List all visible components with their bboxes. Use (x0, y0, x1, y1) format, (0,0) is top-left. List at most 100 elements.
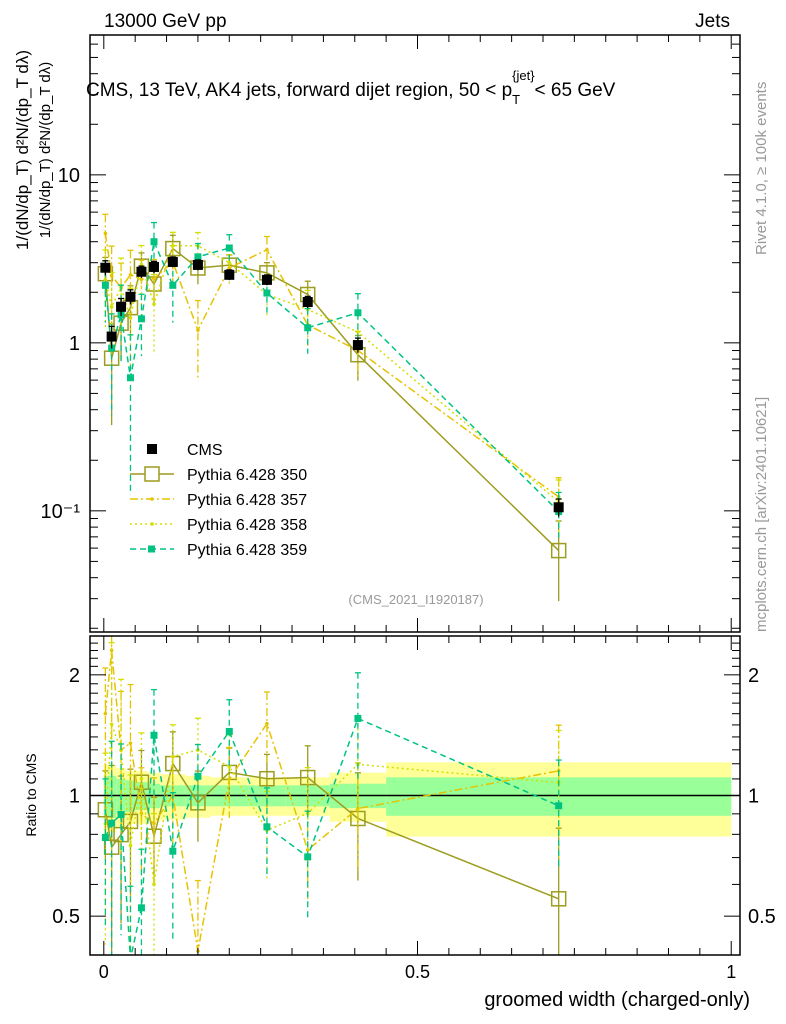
data-point-p359 (354, 714, 362, 722)
y-tick-label-ratio: 0.5 (52, 906, 80, 928)
data-point-p357 (128, 273, 133, 277)
data-point-p357 (152, 276, 156, 281)
data-point-p358 (152, 302, 156, 306)
data-point-cms (100, 262, 111, 273)
y-tick-label-ratio-right: 1 (748, 786, 759, 808)
header-left: 13000 GeV pp (104, 11, 227, 32)
axes: 0 0.5 1 10⁻¹ 1 10 0.5 0.5 1 1 2 2 (41, 34, 776, 982)
y-tick-label-ratio: 2 (69, 665, 80, 687)
y-tick-label-main: 10 (58, 165, 80, 187)
data-point-p357 (265, 247, 269, 252)
data-point-p350 (550, 542, 567, 559)
y-tick-label-main: 10⁻¹ (41, 501, 81, 523)
legend: CMS Pythia 6.428 350 Pythia 6.428 357 Pythi… (130, 442, 307, 559)
x-tick-label: 0.5 (405, 962, 430, 982)
header-right: Jets (695, 11, 730, 32)
rivet-version: Rivet 4.1.0, ≥ 100k events (753, 82, 770, 255)
data-point-p357 (103, 231, 108, 236)
y-tick-label-main: 1 (69, 333, 80, 355)
data-point-p358 (109, 304, 114, 309)
data-point-p359 (137, 315, 145, 323)
data-point-p358 (171, 754, 175, 759)
data-point-p359 (354, 309, 362, 317)
data-point-p359 (150, 238, 158, 246)
legend-marker-p350 (144, 466, 160, 482)
data-point-p357 (152, 821, 156, 826)
main-frame (89, 34, 741, 633)
main-plot-marks (97, 213, 567, 602)
data-point-p359 (194, 253, 202, 261)
data-point-cms (261, 274, 272, 285)
data-point-p359 (304, 853, 312, 861)
data-point-p357 (305, 848, 310, 852)
data-point-p358 (139, 776, 144, 781)
y-tick-label-ratio-right: 2 (748, 665, 759, 687)
data-point-p359 (101, 833, 109, 841)
data-point-p359 (194, 772, 202, 780)
x-tick-label: 0 (99, 962, 109, 982)
y-tick-label-ratio-right: 0.5 (748, 906, 776, 928)
legend-label: CMS (187, 442, 223, 459)
data-point-p359 (169, 281, 177, 289)
legend-marker-p357 (150, 497, 154, 501)
legend-marker-cms (147, 444, 157, 454)
data-point-p357 (139, 277, 144, 282)
data-point-p359 (101, 281, 109, 289)
data-point-cms (302, 297, 313, 308)
legend-label: Pythia 6.428 357 (187, 492, 307, 509)
data-point-p357 (356, 806, 360, 811)
data-point-p359 (263, 289, 271, 297)
ratio-bands (90, 762, 740, 837)
data-point-p350 (165, 240, 181, 257)
x-axis-label: groomed width (charged-only) (484, 989, 750, 1011)
data-point-cms (167, 256, 178, 267)
data-point-p358 (227, 764, 232, 769)
data-point-p350 (550, 891, 567, 907)
data-point-p350 (259, 770, 275, 787)
data-point-p359 (225, 244, 233, 252)
data-point-p359 (555, 802, 563, 810)
data-point-p358 (128, 315, 133, 320)
legend-label: Pythia 6.428 358 (187, 517, 307, 534)
data-point-p358 (356, 330, 360, 334)
data-point-p358 (103, 277, 108, 282)
data-point-p357 (227, 777, 232, 781)
data-point-p358 (109, 722, 114, 727)
x-tick-label: 1 (726, 962, 736, 982)
data-point-p359 (126, 374, 134, 382)
data-point-cms (148, 261, 159, 272)
data-point-cms (116, 301, 127, 312)
data-point-cms (192, 259, 203, 270)
data-point-cms (106, 331, 117, 342)
data-point-p357 (265, 721, 269, 726)
data-point-p359 (117, 811, 125, 819)
data-point-p358 (171, 243, 175, 248)
legend-marker-p358 (150, 522, 154, 526)
y-tick-label-ratio: 1 (69, 786, 80, 808)
ratio-plot-marks (97, 636, 567, 955)
data-point-p359 (263, 823, 271, 831)
data-point-cms (224, 269, 235, 280)
ylabel-ratio: Ratio to CMS (23, 753, 39, 836)
data-point-p358 (128, 843, 133, 848)
data-point-p359 (150, 731, 158, 739)
legend-label: Pythia 6.428 350 (187, 467, 307, 484)
data-point-cms (125, 291, 136, 302)
data-point-p357 (196, 328, 200, 332)
data-point-p359 (225, 727, 233, 735)
data-point-p357 (109, 648, 114, 653)
legend-marker-p359 (148, 545, 155, 553)
data-point-p358 (119, 748, 123, 752)
plot-title: CMS, 13 TeV, AK4 jets, forward dijet reg… (86, 68, 616, 107)
data-point-p357 (128, 741, 133, 745)
ylabel-main-chart-text: 1/(dN/dp_T) d²N/(dp_T dλ) (37, 62, 54, 238)
y-axis-label-main: 1/(dN/dp_T) d²N/(dp_T dλ) 1/(dN/dp_T) d²… (13, 50, 54, 250)
data-point-cms (352, 340, 363, 351)
data-point-p357 (109, 273, 114, 278)
legend-label: Pythia 6.428 359 (187, 542, 307, 559)
data-point-cms (553, 502, 564, 513)
data-point-p357 (227, 266, 232, 270)
data-point-p359 (304, 324, 312, 332)
data-point-p359 (169, 847, 177, 855)
